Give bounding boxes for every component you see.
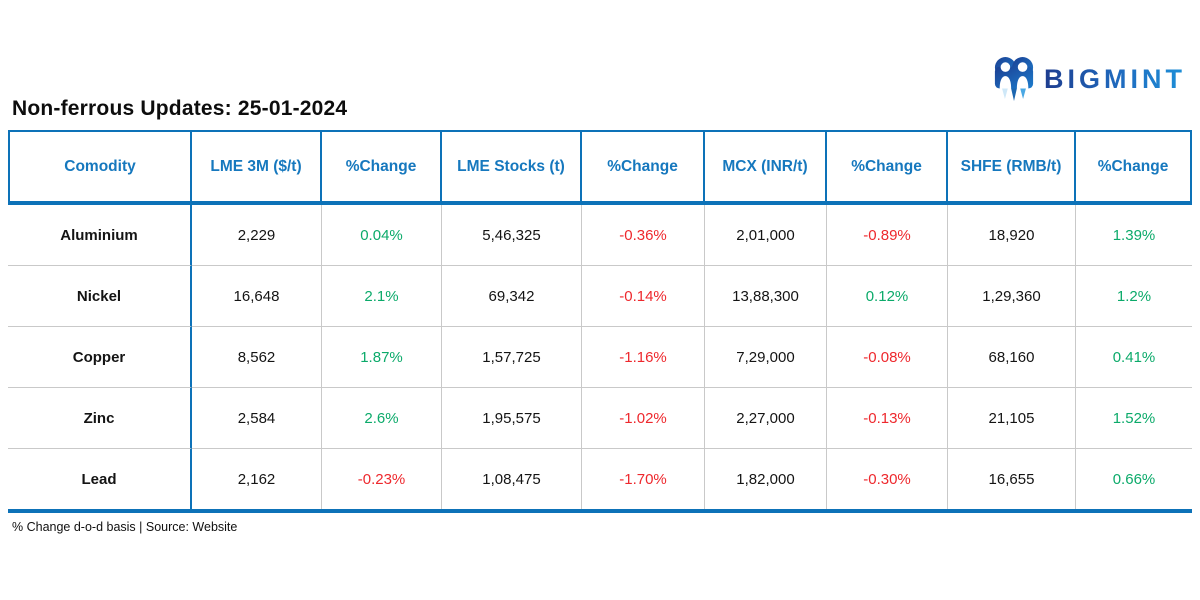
cell-lme-3m: 16,648 [192,265,322,326]
table-row-lead: Lead 2,162 -0.23% 1,08,475 -1.70% 1,82,0… [8,448,1192,509]
cell-lme-stocks: 69,342 [442,265,582,326]
col-header-mcx-change: %Change [827,132,948,201]
cell-lme-stocks-change: -1.02% [582,387,705,448]
cell-mcx-change: -0.30% [827,448,948,509]
cell-lme-3m-change: 0.04% [322,205,442,265]
cell-lme-stocks-change: -1.70% [582,448,705,509]
footnote: % Change d-o-d basis | Source: Website [12,520,238,534]
cell-commodity: Zinc [8,387,192,448]
cell-shfe: 21,105 [948,387,1076,448]
cell-mcx: 7,29,000 [705,326,827,387]
col-header-lme-3m: LME 3M ($/t) [192,132,322,201]
col-header-commodity: Comodity [8,132,192,201]
col-header-lme-change: %Change [322,132,442,201]
col-header-shfe: SHFE (RMB/t) [948,132,1076,201]
cell-commodity: Copper [8,326,192,387]
table-body: Aluminium 2,229 0.04% 5,46,325 -0.36% 2,… [8,205,1192,513]
page-title: Non-ferrous Updates: 25-01-2024 [12,97,348,120]
cell-lme-stocks-change: -0.14% [582,265,705,326]
cell-lme-stocks: 1,08,475 [442,448,582,509]
cell-lme-3m: 2,162 [192,448,322,509]
table-row-zinc: Zinc 2,584 2.6% 1,95,575 -1.02% 2,27,000… [8,387,1192,448]
cell-shfe-change: 1.39% [1112,226,1156,244]
col-header-mcx: MCX (INR/t) [705,132,827,201]
cell-mcx: 2,01,000 [705,205,827,265]
bigmint-logo: BIGMINT [993,56,1186,102]
col-header-lme-stocks: LME Stocks (t) [442,132,582,201]
cell-lme-3m: 2,229 [192,205,322,265]
cell-lme-3m-change: -0.23% [322,448,442,509]
cell-shfe: 1,29,360 [948,265,1076,326]
col-header-stocks-change: %Change [582,132,705,201]
cell-lme-stocks: 5,46,325 [442,205,582,265]
table-row-nickel: Nickel 16,648 2.1% 69,342 -0.14% 13,88,3… [8,265,1192,326]
table-row-aluminium: Aluminium 2,229 0.04% 5,46,325 -0.36% 2,… [8,205,1192,265]
cell-lme-stocks: 1,57,725 [442,326,582,387]
cell-lme-stocks-change: -0.36% [582,205,705,265]
bigmint-wordmark: BIGMINT [1044,63,1186,94]
cell-mcx-change: -0.08% [827,326,948,387]
cell-lme-stocks: 1,95,575 [442,387,582,448]
cell-shfe: 68,160 [948,326,1076,387]
cell-shfe-change: 1.2% [1076,265,1192,326]
cell-lme-3m-change: 2.1% [322,265,442,326]
table-header-row: Comodity LME 3M ($/t) %Change LME Stocks… [8,130,1192,205]
cell-commodity: Nickel [8,265,192,326]
cell-shfe: 18,920 [948,205,1076,265]
cell-shfe-change: 0.41% [1076,326,1192,387]
cell-commodity: Lead [8,448,192,509]
cell-lme-3m-change: 2.6% [322,387,442,448]
cell-mcx-change: 0.12% [827,265,948,326]
cell-mcx: 2,27,000 [705,387,827,448]
cell-mcx-change: -0.13% [827,387,948,448]
cell-lme-3m-change: 1.87% [322,326,442,387]
cell-shfe-change: 0.66% [1076,448,1192,509]
cell-commodity: Aluminium [8,205,192,265]
cell-shfe: 16,655 [948,448,1076,509]
bigmint-logo-icon [994,57,1034,101]
cell-lme-stocks-change: -1.16% [582,326,705,387]
cell-shfe-change: 1.52% [1076,387,1192,448]
col-header-shfe-change: %Change [1076,132,1192,201]
cell-mcx-change: -0.89% [827,205,948,265]
table-row-copper: Copper 8,562 1.87% 1,57,725 -1.16% 7,29,… [8,326,1192,387]
cell-lme-3m: 8,562 [192,326,322,387]
nonferrous-table: Comodity LME 3M ($/t) %Change LME Stocks… [8,130,1192,513]
cell-lme-3m: 2,584 [192,387,322,448]
cell-mcx: 1,82,000 [705,448,827,509]
cell-mcx: 13,88,300 [705,265,827,326]
